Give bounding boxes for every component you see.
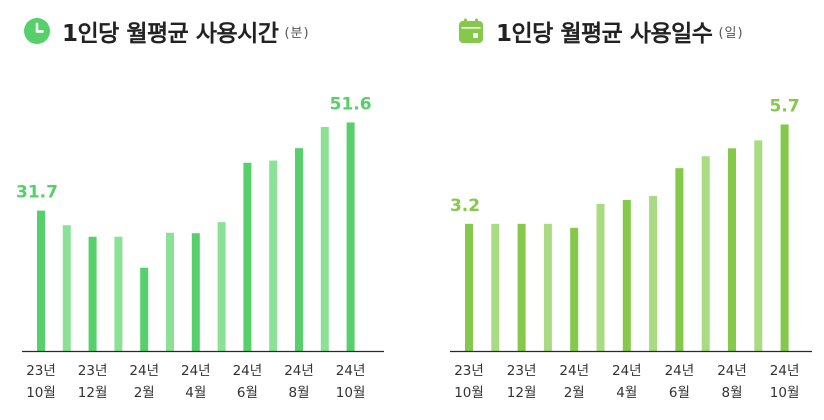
- usage-time-chart-title: 1인당 월평균 사용시간: [62, 21, 279, 47]
- usage-time-tick-label-year: 24년: [336, 363, 366, 379]
- usage-time-bar: [243, 162, 252, 351]
- usage-days-data-label: 3.2: [450, 196, 480, 216]
- usage-time-panel: 1인당 월평균 사용시간 (분) 23년 10월 23년 12월 24년 2월 24년 4월 2…: [16, 14, 384, 401]
- usage-days-tick-label-month: 6월: [669, 385, 690, 401]
- usage-days-tick-label-year: 24년: [770, 363, 800, 379]
- usage-days-tick-label-year: 24년: [612, 363, 642, 379]
- usage-days-bar: [543, 223, 552, 351]
- usage-days-tick-label-month: 4월: [616, 385, 637, 401]
- usage-days-chart-title: 1인당 월평균 사용일수: [496, 21, 713, 47]
- calendar-icon: [456, 16, 486, 46]
- usage-time-bar: [320, 126, 329, 352]
- usage-days-bar-chart: 23년 10월 23년 12월 24년 2월 24년 4월 24년 6월 24년 8월 24년 10월 3.…: [450, 96, 812, 401]
- usage-days-data-label: 5.7: [770, 96, 800, 116]
- usage-time-data-label: 51.6: [330, 94, 372, 114]
- usage-time-tick-label-year: 24년: [181, 363, 211, 379]
- usage-days-bar: [465, 223, 473, 351]
- usage-days-tick-label-year: 23년: [454, 363, 484, 379]
- clock-icon: [22, 16, 52, 46]
- usage-days-title-row: 1인당 월평균 사용일수 (일): [456, 14, 744, 48]
- usage-time-tick-label-month: 4월: [185, 385, 206, 401]
- usage-days-bar: [701, 156, 710, 351]
- usage-days-tick-label-year: 24년: [717, 363, 747, 379]
- usage-days-tick-label-year: 24년: [665, 363, 695, 379]
- usage-time-bar: [37, 210, 45, 351]
- usage-time-tick-label-month: 6월: [237, 385, 258, 401]
- usage-days-bar: [570, 227, 579, 351]
- usage-days-tick-label-year: 24년: [559, 363, 589, 379]
- usage-time-bar: [62, 225, 71, 351]
- usage-days-bar: [596, 203, 605, 351]
- usage-time-tick-label-year: 24년: [284, 363, 314, 379]
- usage-time-bar: [295, 148, 303, 351]
- usage-time-tick-label-year: 24년: [233, 363, 263, 379]
- usage-time-tick-label-month: 10월: [336, 385, 366, 401]
- usage-days-bar: [728, 148, 736, 351]
- usage-days-tick-label-month: 8월: [721, 385, 742, 401]
- usage-time-tick-label-year: 24년: [129, 363, 159, 379]
- usage-time-tick-label-month: 2월: [134, 385, 155, 401]
- usage-days-bar: [491, 223, 500, 351]
- usage-time-tick-label-month: 12월: [78, 385, 108, 401]
- usage-days-bar: [622, 199, 631, 351]
- usage-days-panel: 1인당 월평균 사용일수 (일) 23년 10월 23년 12월 24년 2월 24년 4월 2…: [412, 0, 824, 420]
- usage-time-data-label: 31.7: [16, 183, 58, 203]
- usage-days-bar: [780, 124, 789, 351]
- usage-time-bar: [191, 233, 200, 351]
- usage-time-title-row: 1인당 월평균 사용시간 (분): [22, 14, 310, 48]
- usage-time-tick-label-year: 23년: [26, 363, 56, 379]
- usage-days-tick-label-month: 12월: [507, 385, 537, 401]
- usage-days-bar: [649, 196, 658, 351]
- usage-days-bar: [517, 223, 526, 351]
- usage-time-tick-label-month: 8월: [288, 385, 309, 401]
- usage-days-bar: [754, 140, 763, 351]
- usage-time-bar: [140, 267, 149, 351]
- usage-time-bar: [88, 236, 97, 351]
- usage-time-bar: [346, 122, 355, 351]
- usage-time-bar-chart: 23년 10월 23년 12월 24년 2월 24년 4월 24년 6월 24년 8월 24년 10월 31…: [16, 94, 384, 401]
- usage-days-tick-label-year: 23년: [507, 363, 537, 379]
- usage-days-unit-label: (일): [718, 25, 744, 41]
- usage-time-bar: [166, 232, 174, 351]
- usage-time-tick-label-month: 10월: [26, 385, 56, 401]
- usage-days-tick-label-month: 2월: [564, 385, 585, 401]
- usage-time-bar: [269, 160, 278, 351]
- usage-time-unit-label: (분): [284, 25, 310, 41]
- usage-days-bar: [675, 168, 684, 351]
- usage-time-bar: [114, 236, 123, 351]
- usage-time-bar: [217, 222, 226, 351]
- usage-time-tick-label-year: 23년: [78, 363, 108, 379]
- usage-days-tick-label-month: 10월: [454, 385, 484, 401]
- usage-days-tick-label-month: 10월: [770, 385, 800, 401]
